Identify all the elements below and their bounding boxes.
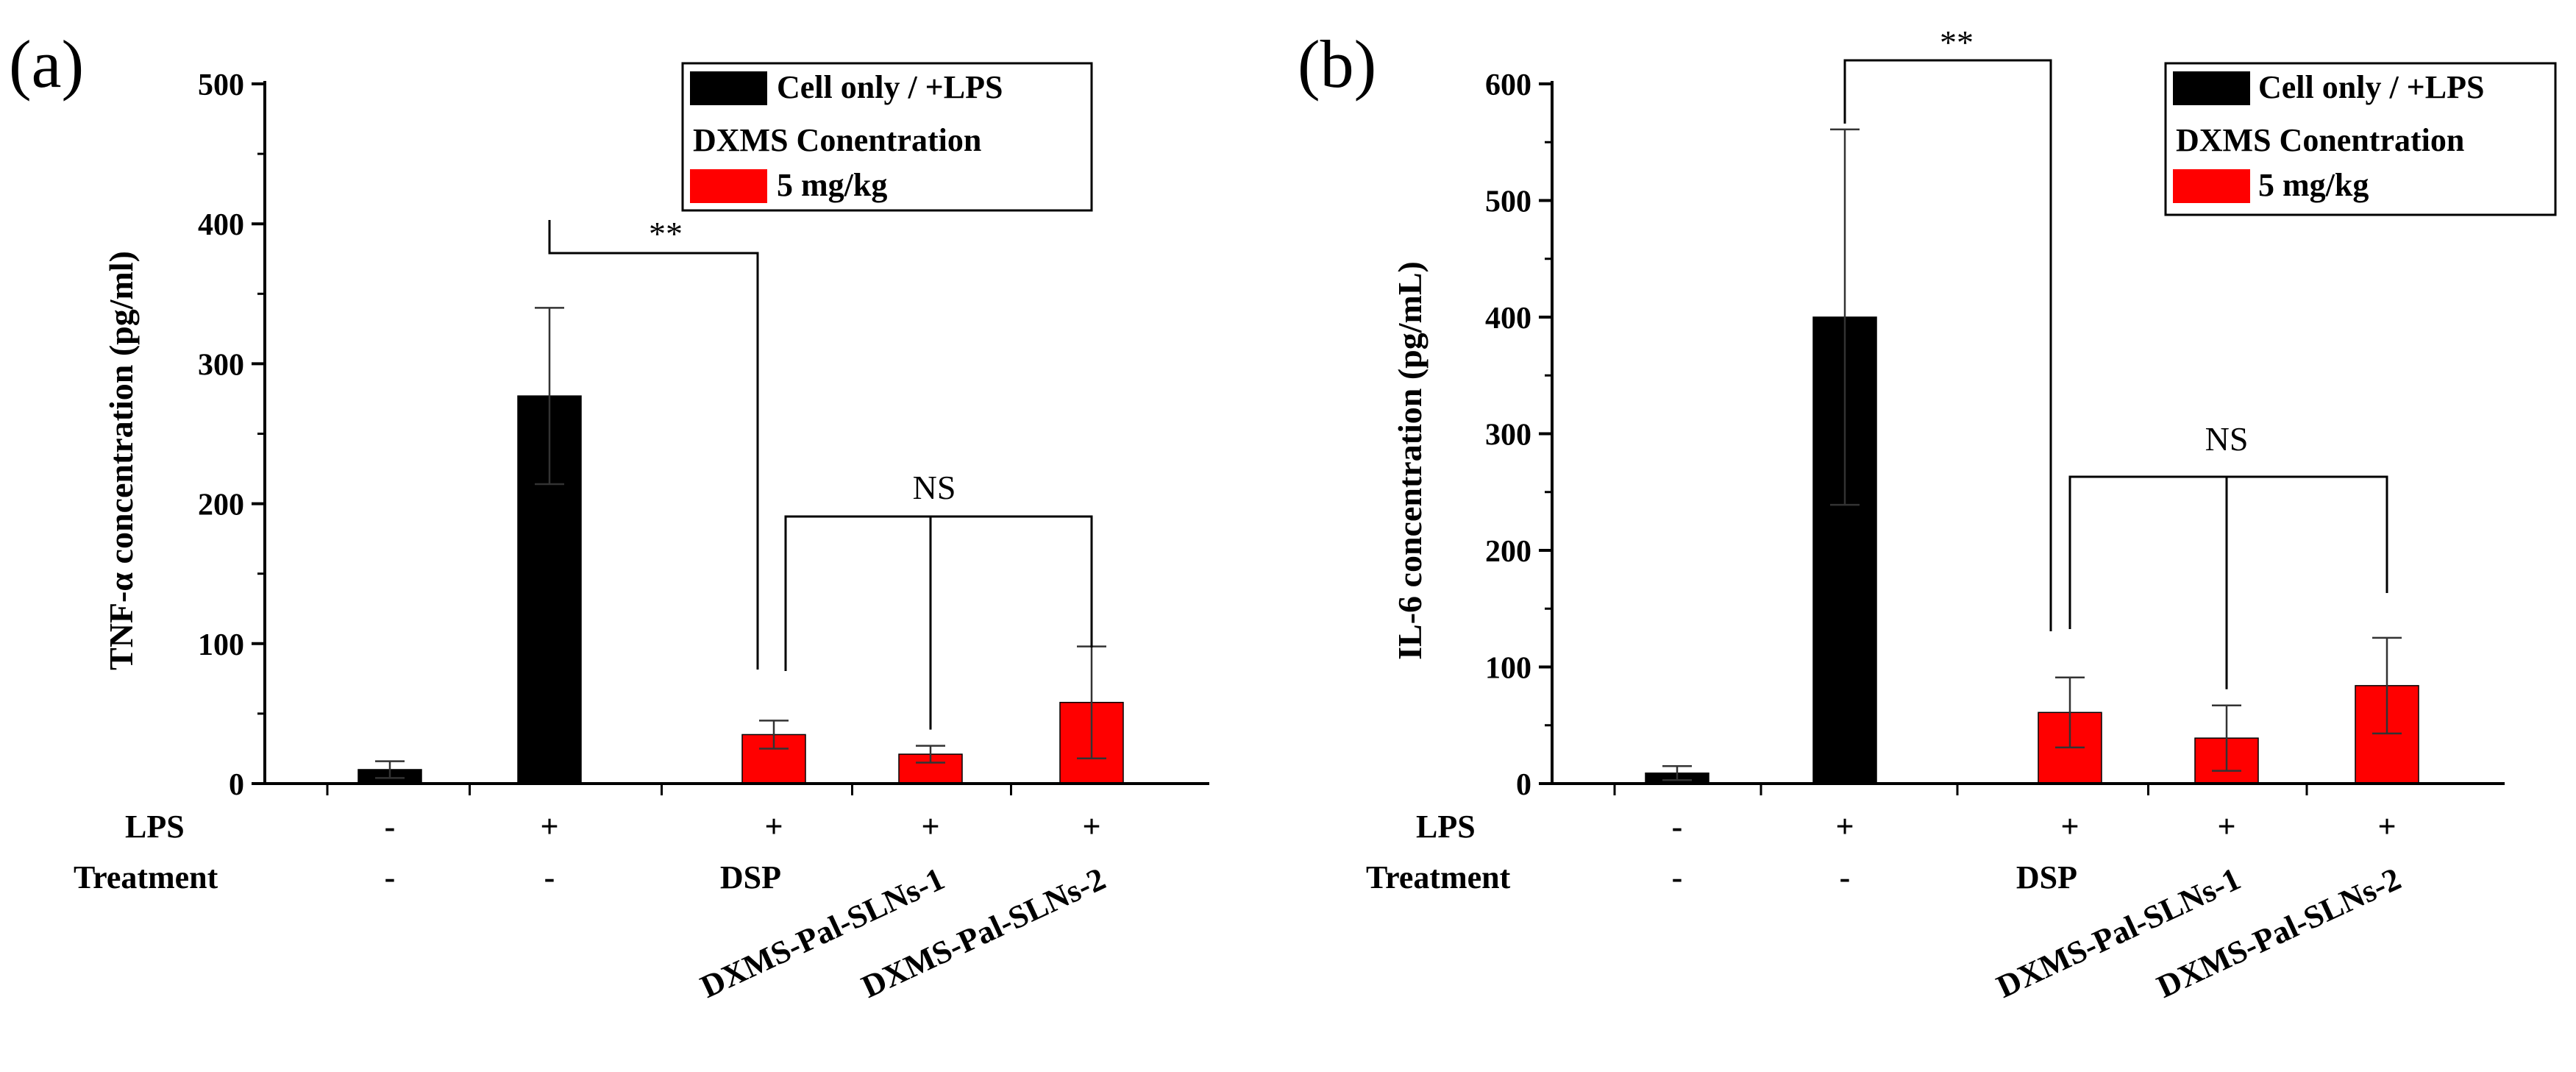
panel-a-y-axis-label: TNF-α concentration (pg/ml) <box>102 251 140 670</box>
legend-entry-cell-only-lps: Cell only / +LPS <box>777 69 1003 105</box>
panel-b: (b) IL-6 concentration (pg/mL) 0 100 200 30… <box>1298 24 2557 1005</box>
panel-a-letter: (a) <box>9 26 84 102</box>
row-label-treatment: Treatment <box>1366 859 1511 895</box>
y-tick-label-5: 500 <box>1485 185 1531 219</box>
panel-b-legend: Cell only / +LPS DXMS Conentration 5 mg/… <box>2164 62 2557 216</box>
y-tick-label-0: 0 <box>1516 768 1531 802</box>
lps-cell-4: + <box>2377 809 2396 845</box>
treatment-cell-2: DSP <box>2016 859 2077 895</box>
panel-b-letter: (b) <box>1298 26 1376 102</box>
legend-heading: DXMS Conentration <box>2176 122 2464 158</box>
lps-cell-1: + <box>1835 809 1854 845</box>
legend-swatch-black <box>690 71 767 105</box>
legend-swatch-red <box>2173 169 2250 203</box>
legend-entry-dose: 5 mg/kg <box>777 167 887 203</box>
significance-label-0: ** <box>649 215 683 252</box>
y-tick-label-4: 400 <box>198 208 244 242</box>
y-tick-label-5: 500 <box>198 68 244 102</box>
treatment-cell-0: - <box>1672 859 1683 895</box>
lps-cell-0: - <box>1672 809 1683 845</box>
significance-bracket-1 <box>784 515 1093 671</box>
legend-swatch-black <box>2173 71 2250 105</box>
y-tick-label-2: 200 <box>1485 535 1531 569</box>
y-tick-label-1: 100 <box>198 628 244 662</box>
y-tick-label-2: 200 <box>198 489 244 522</box>
treatment-cell-1: - <box>1840 859 1851 895</box>
y-tick-label-4: 400 <box>1485 302 1531 336</box>
legend-swatch-red <box>690 169 767 203</box>
panel-b-significance: ** NS <box>1843 24 2388 689</box>
y-tick-label-3: 300 <box>1485 419 1531 452</box>
panel-b-bars <box>1645 128 2419 784</box>
significance-label-0: ** <box>1940 24 1974 61</box>
panel-a-axes: 0 100 200 300 400 500 <box>198 68 1209 802</box>
y-tick-label-1: 100 <box>1485 652 1531 686</box>
lps-cell-2: + <box>764 809 783 845</box>
lps-cell-3: + <box>2217 809 2235 845</box>
row-label-treatment: Treatment <box>74 859 218 895</box>
panel-b-axes: 0 100 200 300 400 500 600 <box>1485 68 2505 802</box>
y-tick-label-3: 300 <box>198 348 244 382</box>
lps-cell-4: + <box>1082 809 1100 845</box>
significance-bracket-1 <box>2068 475 2388 629</box>
treatment-cell-0: - <box>385 859 396 895</box>
legend-entry-cell-only-lps: Cell only / +LPS <box>2258 69 2484 105</box>
treatment-cell-2: DSP <box>720 859 781 895</box>
significance-label-1: NS <box>2205 420 2249 458</box>
panel-b-y-axis-label: IL-6 concentration (pg/mL) <box>1391 261 1428 660</box>
panel-a-legend: Cell only / +LPS DXMS Conentration 5 mg/… <box>681 62 1093 212</box>
panel-a-significance: ** NS <box>548 215 1093 730</box>
panel-a: (a) TNF-α concentration (pg/ml) 0 100 200 3… <box>9 26 1209 1005</box>
lps-cell-1: + <box>540 809 558 845</box>
row-label-lps: LPS <box>125 809 185 845</box>
y-tick-label-0: 0 <box>229 768 244 802</box>
lps-cell-0: - <box>385 809 396 845</box>
panel-a-bars <box>357 307 1124 784</box>
row-label-lps: LPS <box>1416 809 1476 845</box>
significance-bracket-0 <box>548 220 759 670</box>
significance-label-1: NS <box>913 469 956 506</box>
y-tick-label-6: 600 <box>1485 68 1531 102</box>
lps-cell-2: + <box>2060 809 2079 845</box>
lps-cell-3: + <box>921 809 939 845</box>
legend-entry-dose: 5 mg/kg <box>2258 167 2369 203</box>
significance-bracket-0 <box>1843 59 2052 631</box>
treatment-cell-1: - <box>544 859 555 895</box>
legend-heading: DXMS Conentration <box>693 122 981 158</box>
